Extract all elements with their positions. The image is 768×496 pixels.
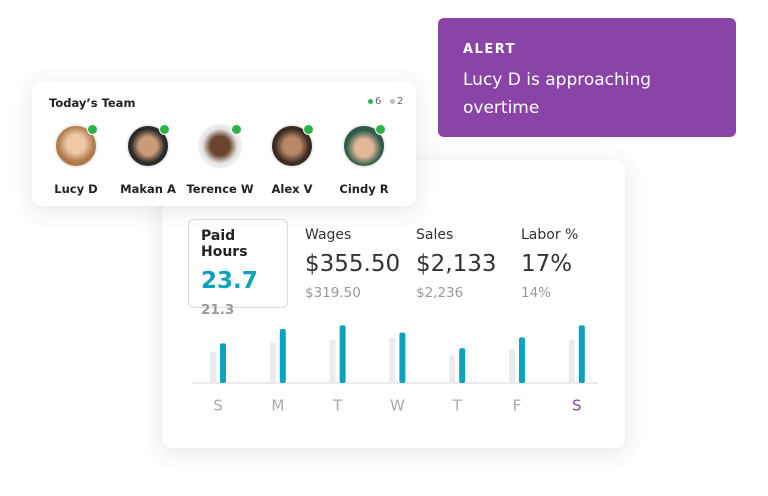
bar (339, 325, 346, 383)
bar (389, 337, 396, 383)
online-count: 6 (368, 96, 381, 107)
metric-label: Labor % (521, 227, 579, 243)
metric[interactable]: Sales $2,133 $2,236 (416, 227, 496, 301)
x-tick-label: M (271, 397, 284, 415)
metric[interactable]: Paid Hours 23.7 21.3 (188, 219, 288, 318)
member[interactable]: Terence W (175, 124, 265, 196)
bar (449, 355, 456, 383)
bar (509, 349, 515, 383)
alert-message: Lucy D is approaching overtime (463, 70, 652, 118)
metric-previous: $319.50 (305, 285, 361, 301)
member[interactable]: Lucy D (31, 124, 121, 196)
metric-value: 23.7 (201, 268, 258, 294)
avatar (342, 124, 386, 168)
x-tick-label: S (572, 397, 582, 415)
alert[interactable]: ALERT Lucy D is approaching overtime (438, 18, 736, 137)
bar (210, 351, 216, 383)
x-tick-label: F (513, 397, 522, 415)
bar (568, 339, 575, 383)
metric[interactable]: Wages $355.50 $319.50 (305, 227, 400, 301)
bar (220, 343, 226, 383)
bar (519, 337, 525, 383)
metric-label: Sales (416, 227, 454, 243)
avatar (126, 124, 170, 168)
team-card: Today’s Team 6 2 Lucy D Makan A Terence … (32, 82, 416, 206)
member-name: Cindy R (339, 182, 389, 196)
x-tick-label: W (390, 397, 405, 415)
metric-value: $2,133 (416, 251, 497, 277)
avatar (270, 124, 314, 168)
bar (399, 332, 406, 383)
member-name: Alex V (271, 182, 313, 196)
metric-value: 17% (521, 251, 573, 277)
avatar (198, 124, 242, 168)
metrics-card: Paid Hours 23.7 21.3 Wages $355.50 $319.… (162, 160, 625, 448)
member[interactable]: Cindy R (319, 124, 409, 196)
x-tick-label: S (213, 397, 223, 415)
metric-previous: 14% (521, 285, 552, 301)
member[interactable]: Makan A (103, 124, 193, 196)
bar (329, 339, 336, 383)
metric-previous: $2,236 (416, 285, 464, 301)
avatar (54, 124, 98, 168)
x-tick-label: T (452, 397, 463, 415)
bar (459, 348, 466, 383)
bar (578, 325, 585, 383)
team-title: Today’s Team (49, 96, 136, 110)
member-name: Lucy D (54, 182, 98, 196)
offline-count: 2 (390, 96, 403, 107)
metric-previous: 21.3 (201, 302, 235, 318)
alert-title: ALERT (463, 42, 517, 57)
member-name: Terence W (186, 182, 254, 196)
bar (279, 329, 286, 383)
member-name: Makan A (120, 182, 176, 196)
member[interactable]: Alex V (247, 124, 337, 196)
x-tick-label: T (332, 397, 343, 415)
metric-label: Paid Hours (201, 228, 248, 260)
metric-label: Wages (305, 227, 352, 243)
metric-value: $355.50 (305, 251, 401, 277)
bar (269, 342, 276, 383)
metric[interactable]: Labor % 17% 14% (521, 227, 578, 301)
